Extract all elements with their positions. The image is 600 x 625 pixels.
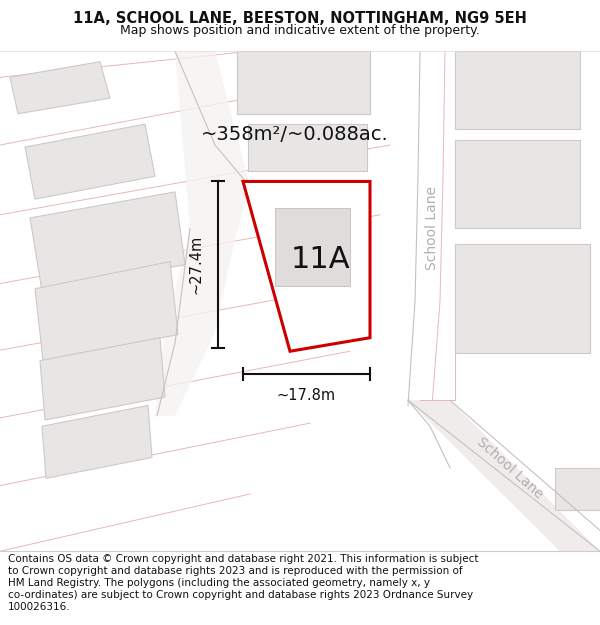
Text: co-ordinates) are subject to Crown copyright and database rights 2023 Ordnance S: co-ordinates) are subject to Crown copyr… [8,590,473,600]
Polygon shape [275,208,350,286]
Polygon shape [455,140,580,228]
Polygon shape [10,62,110,114]
Polygon shape [555,468,600,509]
Text: School Lane: School Lane [425,186,439,271]
Text: Map shows position and indicative extent of the property.: Map shows position and indicative extent… [120,24,480,37]
Polygon shape [35,262,178,361]
Polygon shape [40,338,165,420]
Polygon shape [155,51,250,416]
Polygon shape [30,192,185,291]
Text: ~27.4m: ~27.4m [188,235,203,294]
Polygon shape [455,51,580,129]
Text: 100026316.: 100026316. [8,602,70,612]
Text: 11A: 11A [290,245,350,274]
Polygon shape [408,400,600,551]
Text: ~17.8m: ~17.8m [277,388,336,402]
Polygon shape [248,124,367,171]
Polygon shape [42,406,152,478]
Polygon shape [243,181,370,351]
Text: ~358m²/~0.088ac.: ~358m²/~0.088ac. [201,125,389,144]
Polygon shape [25,124,155,199]
Text: 11A, SCHOOL LANE, BEESTON, NOTTINGHAM, NG9 5EH: 11A, SCHOOL LANE, BEESTON, NOTTINGHAM, N… [73,11,527,26]
Text: HM Land Registry. The polygons (including the associated geometry, namely x, y: HM Land Registry. The polygons (includin… [8,578,430,588]
Text: to Crown copyright and database rights 2023 and is reproduced with the permissio: to Crown copyright and database rights 2… [8,566,463,576]
Polygon shape [455,244,590,353]
Polygon shape [237,51,370,114]
Text: School Lane: School Lane [474,434,546,501]
Text: Contains OS data © Crown copyright and database right 2021. This information is : Contains OS data © Crown copyright and d… [8,554,478,564]
